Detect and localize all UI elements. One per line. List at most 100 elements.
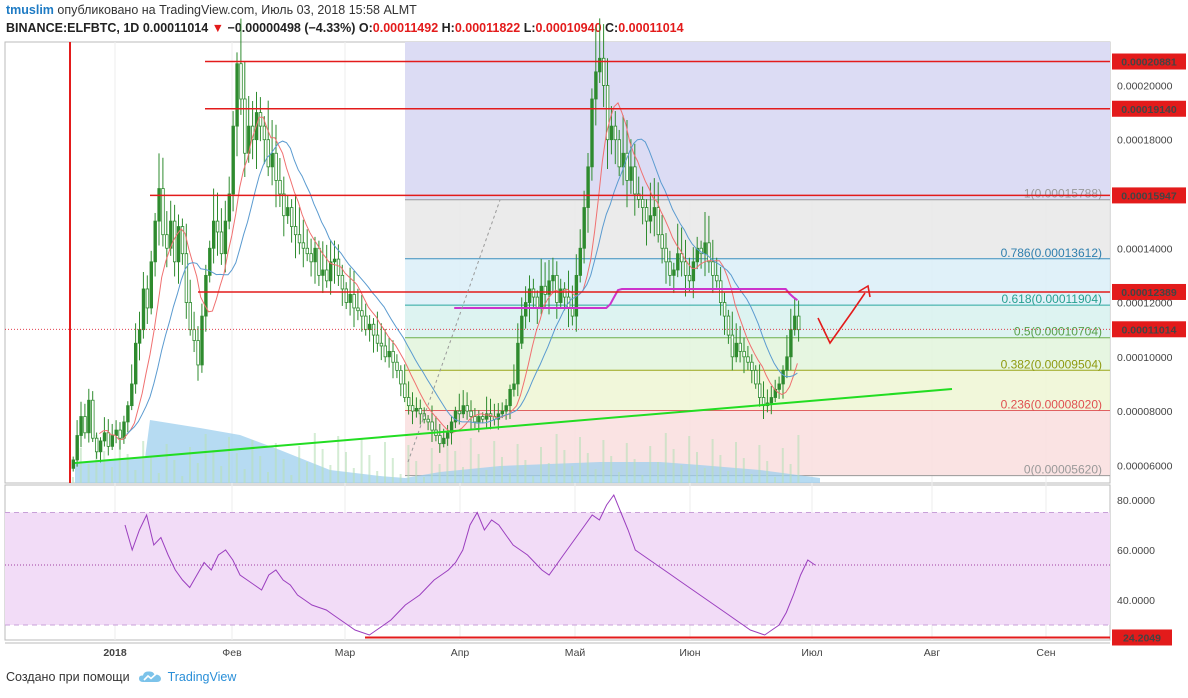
candle-body [274,152,278,181]
volume-bar [688,436,691,483]
down-arrow-icon: ▼ [211,21,225,35]
candle-body [239,63,243,100]
candle-body [243,98,247,154]
price-axis-tick: 0.00006000 [1117,460,1173,472]
candle-body [644,207,649,222]
candle-body [336,258,341,276]
volume-bar [220,466,223,483]
candle-body [305,247,309,255]
time-axis-label: Май [565,647,586,659]
candle-body [219,231,224,255]
candle-body [711,261,715,276]
candle-body [613,125,618,141]
candle-body [133,342,138,385]
candle-body [781,369,785,385]
candle-body [617,139,621,168]
candle-body [137,329,142,344]
candle-body [707,242,711,263]
candle-body [570,307,575,317]
volume-bar [345,452,347,483]
candle-body [457,410,462,415]
volume-bar [134,470,137,483]
candle-body [71,459,75,469]
candle-body [122,421,126,439]
candle-body [184,253,189,303]
last-price-label: 0.00011014 [1122,324,1177,336]
candle-body [215,220,220,233]
candle-body [106,432,111,447]
candle-body [180,226,185,255]
candle-body [176,226,181,263]
volume-bar [797,435,800,483]
created-with-text: Создано при помощи [6,670,130,684]
candle-body [625,152,629,181]
candle-body [668,261,672,276]
time-axis-label: Авг [924,647,941,659]
tradingview-cloud-icon[interactable] [138,670,162,684]
candle-body [496,413,501,420]
volume-bar [298,446,301,483]
volume-bar [352,468,355,483]
volume-bar [579,437,581,483]
volume-bar [454,451,457,483]
candle-body [352,293,356,309]
publish-info: tmuslim опубликовано на TradingView.com,… [6,3,417,17]
volume-bar [789,464,792,483]
candle-body [360,310,364,317]
candle-body [95,437,99,453]
candle-body [676,253,680,271]
candle-body [695,247,699,263]
rsi-axis-tick: 80.0000 [1117,495,1155,507]
candle-body [145,288,150,309]
candle-body [605,85,610,141]
candle-body [535,296,540,309]
footer: Создано при помощи TradingView [6,670,236,684]
candle-body [118,429,122,439]
candle-body [504,405,508,412]
symbol-name: BINANCE:ELFBTC, 1D [6,21,140,35]
volume-bar [72,477,74,483]
candle-body [500,410,504,415]
volume-bar [462,467,464,483]
high-label: H: [441,21,455,35]
volume-bar [618,472,620,483]
time-axis-label: Фев [222,647,242,659]
volume-bar [516,444,519,483]
volume-bar [150,457,152,483]
candle-body [282,193,286,217]
volume-bar [87,464,90,483]
candle-body [153,220,157,263]
candle-body [524,302,528,317]
candle-body [758,383,762,398]
volume-bar [727,471,730,483]
fib-zone [405,370,1110,411]
candle-body [227,193,231,222]
rsi-line [124,493,816,636]
price-change: −0.00000498 (−4.33%) [227,21,356,35]
volume-bar [118,438,121,483]
last-price: 0.00011014 [142,21,209,35]
volume-bar [766,461,769,483]
candle-body [87,399,91,434]
candle-body [98,440,103,453]
tradingview-brand[interactable]: TradingView [167,670,237,684]
candle-body [734,342,738,358]
candle-body [481,416,485,420]
candle-body [621,152,625,168]
candle-body [387,350,391,358]
candle-body [609,125,614,141]
candle-body [637,193,641,200]
fib-level-label: 0.236(0.00008020) [1001,398,1102,412]
candle-body [449,421,454,434]
volume-bar [547,463,550,483]
volume-bar [719,455,722,483]
author-username[interactable]: tmuslim [6,3,54,17]
candle-body [208,247,212,276]
volume-bar [742,458,745,483]
candle-body [469,410,473,417]
candle-body [656,207,660,236]
candle-body [406,397,411,407]
candle-body [586,166,590,208]
volume-bar [430,448,433,483]
